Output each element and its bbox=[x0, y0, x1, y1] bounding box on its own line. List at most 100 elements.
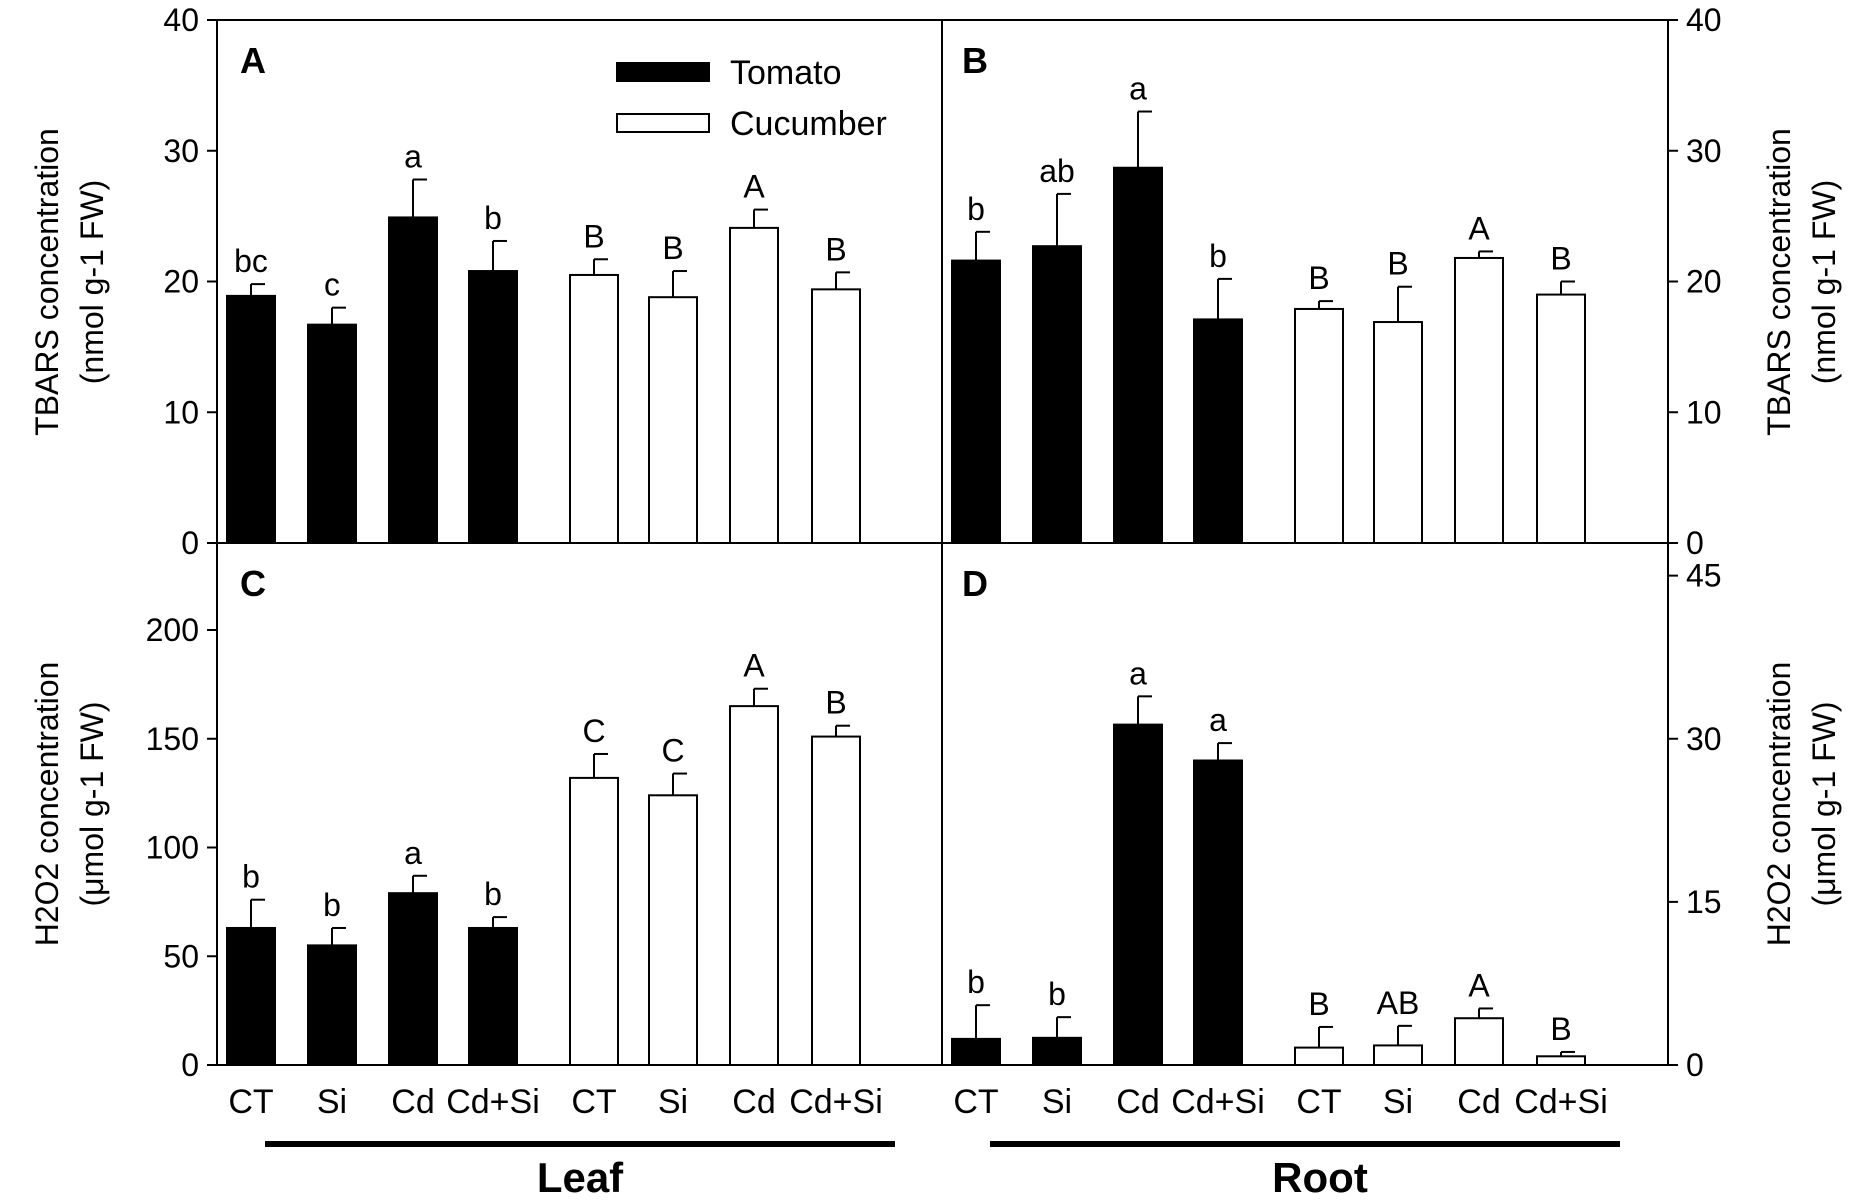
y-axis-title-a-unit: (nmol g-1 FW) bbox=[74, 180, 110, 384]
y-axis-title-b-main: TBARS concentration bbox=[1761, 128, 1797, 436]
panel-c-tomato-letter-3: b bbox=[484, 876, 502, 912]
panel-c-tomato-category-0: CT bbox=[228, 1083, 273, 1121]
panel-d-cucumber-letter-3: B bbox=[1550, 1011, 1571, 1047]
panel-b-tomato-letter-1: ab bbox=[1039, 153, 1075, 189]
panel-c-tomato-category-3: Cd+Si bbox=[446, 1083, 540, 1121]
group-label-root: Root bbox=[1272, 1154, 1368, 1201]
panel-a-ytick-label-1: 10 bbox=[163, 394, 199, 430]
y-axis-title-b-unit: (nmol g-1 FW) bbox=[1806, 180, 1842, 384]
panel-a-tomato-bar-2 bbox=[388, 216, 438, 544]
panel-c-tomato-bar-2 bbox=[388, 892, 438, 1066]
panel-d-ytick-label-0: 0 bbox=[1686, 1047, 1704, 1083]
panel-letter-a: A bbox=[240, 40, 266, 81]
panel-letter-d: D bbox=[962, 563, 988, 604]
panel-c-tomato-category-1: Si bbox=[317, 1083, 347, 1121]
panel-c-cucumber-category-0: CT bbox=[571, 1083, 616, 1121]
panel-d-cucumber-bar-3 bbox=[1536, 1055, 1586, 1067]
panel-a-cucumber-letter-0: B bbox=[583, 218, 604, 254]
panel-c-ytick-label-2: 100 bbox=[146, 830, 199, 866]
panel-b-tomato-letter-3: b bbox=[1209, 238, 1227, 274]
y-axis-title-c-main: H2O2 concentration bbox=[29, 662, 65, 947]
panel-b-cucumber-letter-2: A bbox=[1468, 210, 1490, 246]
panel-c-ytick-label-0: 0 bbox=[181, 1047, 199, 1083]
panel-d-tomato-category-2: Cd bbox=[1116, 1083, 1159, 1121]
panel-c-cucumber-bar-2 bbox=[729, 705, 779, 1066]
panel-a-tomato-bar-1 bbox=[307, 323, 357, 544]
y-axis-title-d: H2O2 concentration (μmol g-1 FW) bbox=[1761, 662, 1842, 947]
panel-b-cucumber-bar-1 bbox=[1373, 321, 1423, 544]
panel-a-cucumber-bar-2 bbox=[729, 226, 779, 545]
panel-c-ytick-label-3: 150 bbox=[146, 721, 199, 757]
panel-a-ytick-label-4: 40 bbox=[163, 2, 199, 38]
panel-d-cucumber-letter-2: A bbox=[1468, 967, 1490, 1003]
panel-a-cucumber-letter-1: B bbox=[662, 230, 683, 266]
panel-c-tomato-letter-1: b bbox=[323, 887, 341, 923]
panel-b-ytick-label-1: 10 bbox=[1686, 394, 1722, 430]
panel-a-tomato-letter-1: c bbox=[324, 267, 340, 303]
y-axis-title-c-unit: (μmol g-1 FW) bbox=[74, 701, 110, 906]
panel-b-tomato-bar-0 bbox=[951, 259, 1001, 544]
panel-c-tomato-letter-2: a bbox=[404, 835, 422, 871]
legend-swatch-tomato bbox=[616, 62, 710, 82]
panel-d-tomato-letter-1: b bbox=[1048, 976, 1066, 1012]
panel-a-cucumber-bar-1 bbox=[648, 296, 698, 544]
panel-b-ytick-label-3: 30 bbox=[1686, 133, 1722, 169]
panel-c-tomato-letter-0: b bbox=[242, 859, 260, 895]
panel-d-tomato-category-3: Cd+Si bbox=[1171, 1083, 1265, 1121]
panel-b-ytick-label-0: 0 bbox=[1686, 525, 1704, 561]
panel-c-cucumber-category-2: Cd bbox=[732, 1083, 775, 1121]
panel-a-tomato-bar-3 bbox=[468, 270, 518, 544]
panel-b-tomato-letter-0: b bbox=[967, 191, 985, 227]
panel-d-tomato-bar-3 bbox=[1193, 759, 1243, 1066]
panel-c-ytick-label-4: 200 bbox=[146, 612, 199, 648]
panel-c-cucumber-letter-3: B bbox=[825, 685, 846, 721]
legend-swatch-cucumber bbox=[616, 113, 710, 133]
panel-a-ytick-label-2: 20 bbox=[163, 264, 199, 300]
panel-b-tomato-bar-2 bbox=[1113, 166, 1163, 544]
panel-d-tomato-letter-0: b bbox=[967, 964, 985, 1000]
panel-b-tomato-letter-2: a bbox=[1129, 71, 1147, 107]
panel-a-tomato-bar-0 bbox=[226, 294, 276, 544]
panel-b-cucumber-bar-2 bbox=[1454, 256, 1504, 544]
panel-b-tomato-bar-1 bbox=[1032, 245, 1082, 544]
panel-d-cucumber-category-1: Si bbox=[1383, 1083, 1413, 1121]
panel-d-cucumber-letter-1: AB bbox=[1377, 985, 1420, 1021]
panel-d-cucumber-bar-2 bbox=[1454, 1017, 1504, 1066]
y-axis-title-d-main: H2O2 concentration bbox=[1761, 662, 1797, 947]
panel-d-tomato-category-1: Si bbox=[1042, 1083, 1072, 1121]
legend-label-tomato: Tomato bbox=[730, 54, 842, 92]
panel-c-cucumber-bar-1 bbox=[648, 794, 698, 1066]
panel-d-ytick-label-2: 30 bbox=[1686, 721, 1722, 757]
panel-d-tomato-letter-3: a bbox=[1209, 702, 1227, 738]
panel-c-cucumber-bar-0 bbox=[569, 776, 619, 1067]
panel-d-cucumber-category-3: Cd+Si bbox=[1514, 1083, 1608, 1121]
panel-d-ytick-label-3: 45 bbox=[1686, 558, 1722, 594]
panel-a-cucumber-letter-3: B bbox=[825, 231, 846, 267]
panel-b-tomato-bar-3 bbox=[1193, 318, 1243, 545]
panel-b-cucumber-letter-1: B bbox=[1387, 246, 1408, 282]
panel-a-cucumber-letter-2: A bbox=[743, 169, 765, 205]
y-axis-title-a: TBARS concentration (nmol g-1 FW) bbox=[29, 128, 110, 436]
panel-c-tomato-bar-1 bbox=[307, 944, 357, 1066]
panel-b-ytick-label-2: 20 bbox=[1686, 264, 1722, 300]
panel-a-cucumber-bar-3 bbox=[811, 288, 861, 544]
panel-d-cucumber-category-0: CT bbox=[1296, 1083, 1341, 1121]
panel-a-tomato-letter-0: bc bbox=[234, 243, 268, 279]
panel-d-tomato-letter-2: a bbox=[1129, 655, 1147, 691]
legend-label-cucumber: Cucumber bbox=[730, 105, 887, 143]
panel-d-tomato-bar-1 bbox=[1032, 1036, 1082, 1066]
panel-a-ytick-label-3: 30 bbox=[163, 133, 199, 169]
y-axis-title-d-unit: (μmol g-1 FW) bbox=[1806, 701, 1842, 906]
panel-c-cucumber-bar-3 bbox=[811, 735, 861, 1066]
y-axis-title-a-main: TBARS concentration bbox=[29, 128, 65, 436]
panel-b-cucumber-bar-0 bbox=[1294, 307, 1344, 544]
panel-d-cucumber-category-2: Cd bbox=[1457, 1083, 1500, 1121]
panel-b-cucumber-bar-3 bbox=[1536, 293, 1586, 545]
panel-d-tomato-category-0: CT bbox=[953, 1083, 998, 1121]
panel-letter-c: C bbox=[240, 563, 266, 604]
panel-c-ytick-label-1: 50 bbox=[163, 938, 199, 974]
y-axis-title-c: H2O2 concentration (μmol g-1 FW) bbox=[29, 662, 110, 947]
panel-d-tomato-bar-0 bbox=[951, 1037, 1001, 1067]
legend: Tomato Cucumber bbox=[616, 54, 887, 143]
